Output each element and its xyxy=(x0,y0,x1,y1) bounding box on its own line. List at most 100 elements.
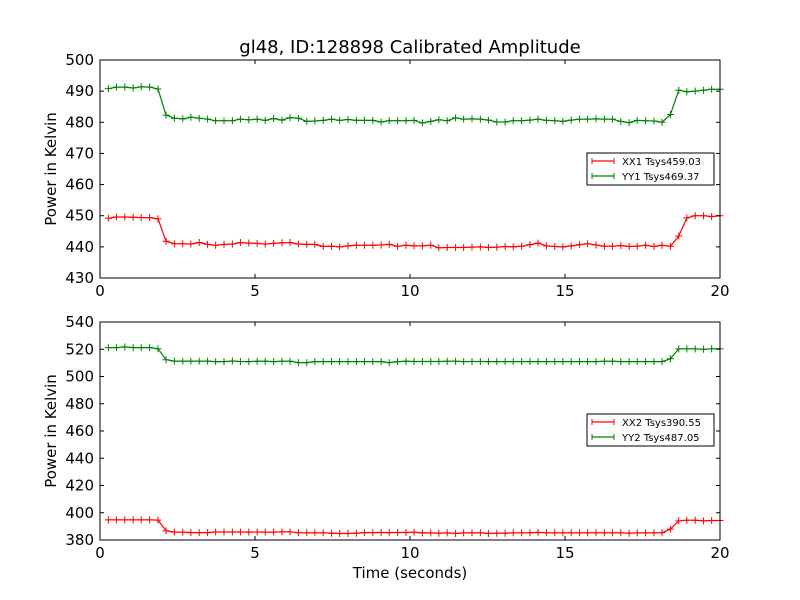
data-point xyxy=(542,116,550,124)
data-point xyxy=(179,115,187,123)
data-point xyxy=(509,529,517,537)
data-point xyxy=(625,119,633,127)
data-point xyxy=(493,243,501,251)
x-tick-label: 20 xyxy=(710,282,729,300)
data-point xyxy=(542,242,550,250)
data-point xyxy=(584,240,592,248)
data-point xyxy=(501,529,509,537)
data-point xyxy=(559,358,567,366)
data-point xyxy=(468,115,476,123)
data-point xyxy=(600,115,608,123)
data-point xyxy=(683,516,691,524)
data-point xyxy=(204,529,212,537)
data-point xyxy=(675,345,683,353)
data-point xyxy=(443,357,451,365)
x-tick-label: 10 xyxy=(400,544,419,562)
y-tick-label: 490 xyxy=(65,82,94,100)
data-point xyxy=(270,528,278,536)
data-point xyxy=(146,516,154,524)
legend-label: YY2 Tsys487.05 xyxy=(621,433,700,444)
data-point xyxy=(608,115,616,123)
data-point xyxy=(236,528,244,536)
data-point xyxy=(526,358,534,366)
data-point xyxy=(484,358,492,366)
data-point xyxy=(121,83,129,91)
data-point xyxy=(592,529,600,537)
data-point xyxy=(204,357,212,365)
data-point xyxy=(294,359,302,367)
data-point xyxy=(691,345,699,353)
data-point xyxy=(204,240,212,248)
data-point xyxy=(212,358,220,366)
data-point xyxy=(418,242,426,250)
data-point xyxy=(195,357,203,365)
data-point xyxy=(484,243,492,251)
data-point xyxy=(236,115,244,123)
data-point xyxy=(336,529,344,537)
data-point xyxy=(509,243,517,251)
data-point xyxy=(137,83,145,91)
data-point xyxy=(212,241,220,249)
data-point xyxy=(402,357,410,365)
data-point xyxy=(427,529,435,537)
data-point xyxy=(708,517,716,525)
data-point xyxy=(625,529,633,537)
data-point xyxy=(319,529,327,537)
data-point xyxy=(427,358,435,366)
data-point xyxy=(154,215,162,223)
data-point xyxy=(328,242,336,250)
data-point xyxy=(410,358,418,366)
data-point xyxy=(112,213,120,221)
legend: XX1 Tsys459.03 YY1 Tsys469.37 xyxy=(586,152,715,186)
data-point xyxy=(650,358,658,366)
x-tick-label: 0 xyxy=(95,544,105,562)
data-point xyxy=(642,529,650,537)
data-point xyxy=(112,344,120,352)
data-point xyxy=(261,528,269,536)
data-point xyxy=(452,114,460,122)
data-point xyxy=(170,528,178,536)
data-point xyxy=(501,358,509,366)
data-point xyxy=(278,528,286,536)
data-point xyxy=(336,116,344,124)
data-point xyxy=(592,241,600,249)
legend-label: YY1 Tsys469.37 xyxy=(621,172,700,183)
data-point xyxy=(567,116,575,124)
data-point xyxy=(625,243,633,251)
data-point xyxy=(228,117,236,125)
data-point xyxy=(658,358,666,366)
data-point xyxy=(270,239,278,247)
data-point xyxy=(154,85,162,93)
data-point xyxy=(137,344,145,352)
data-point xyxy=(617,117,625,125)
data-point xyxy=(410,528,418,536)
data-point xyxy=(427,241,435,249)
data-point xyxy=(600,242,608,250)
y-axis-label: Power in Kelvin xyxy=(42,374,60,488)
data-point xyxy=(526,529,534,537)
data-point xyxy=(187,529,195,537)
data-point xyxy=(220,240,228,248)
data-point xyxy=(360,241,368,249)
data-point xyxy=(344,115,352,123)
data-point xyxy=(377,118,385,126)
data-point xyxy=(534,528,542,536)
y-tick-label: 480 xyxy=(65,395,94,413)
data-point xyxy=(642,117,650,125)
data-point xyxy=(112,83,120,91)
data-point xyxy=(484,116,492,124)
data-point xyxy=(493,118,501,126)
y-tick-label: 520 xyxy=(65,340,94,358)
data-point xyxy=(460,358,468,366)
data-point xyxy=(576,241,584,249)
data-point xyxy=(452,243,460,251)
data-point xyxy=(460,529,468,537)
data-point xyxy=(394,117,402,125)
data-point xyxy=(633,358,641,366)
x-tick-label: 15 xyxy=(555,282,574,300)
data-point xyxy=(179,357,187,365)
data-point xyxy=(675,232,683,240)
legend-box xyxy=(586,152,715,186)
data-point xyxy=(137,214,145,222)
data-point xyxy=(236,358,244,366)
